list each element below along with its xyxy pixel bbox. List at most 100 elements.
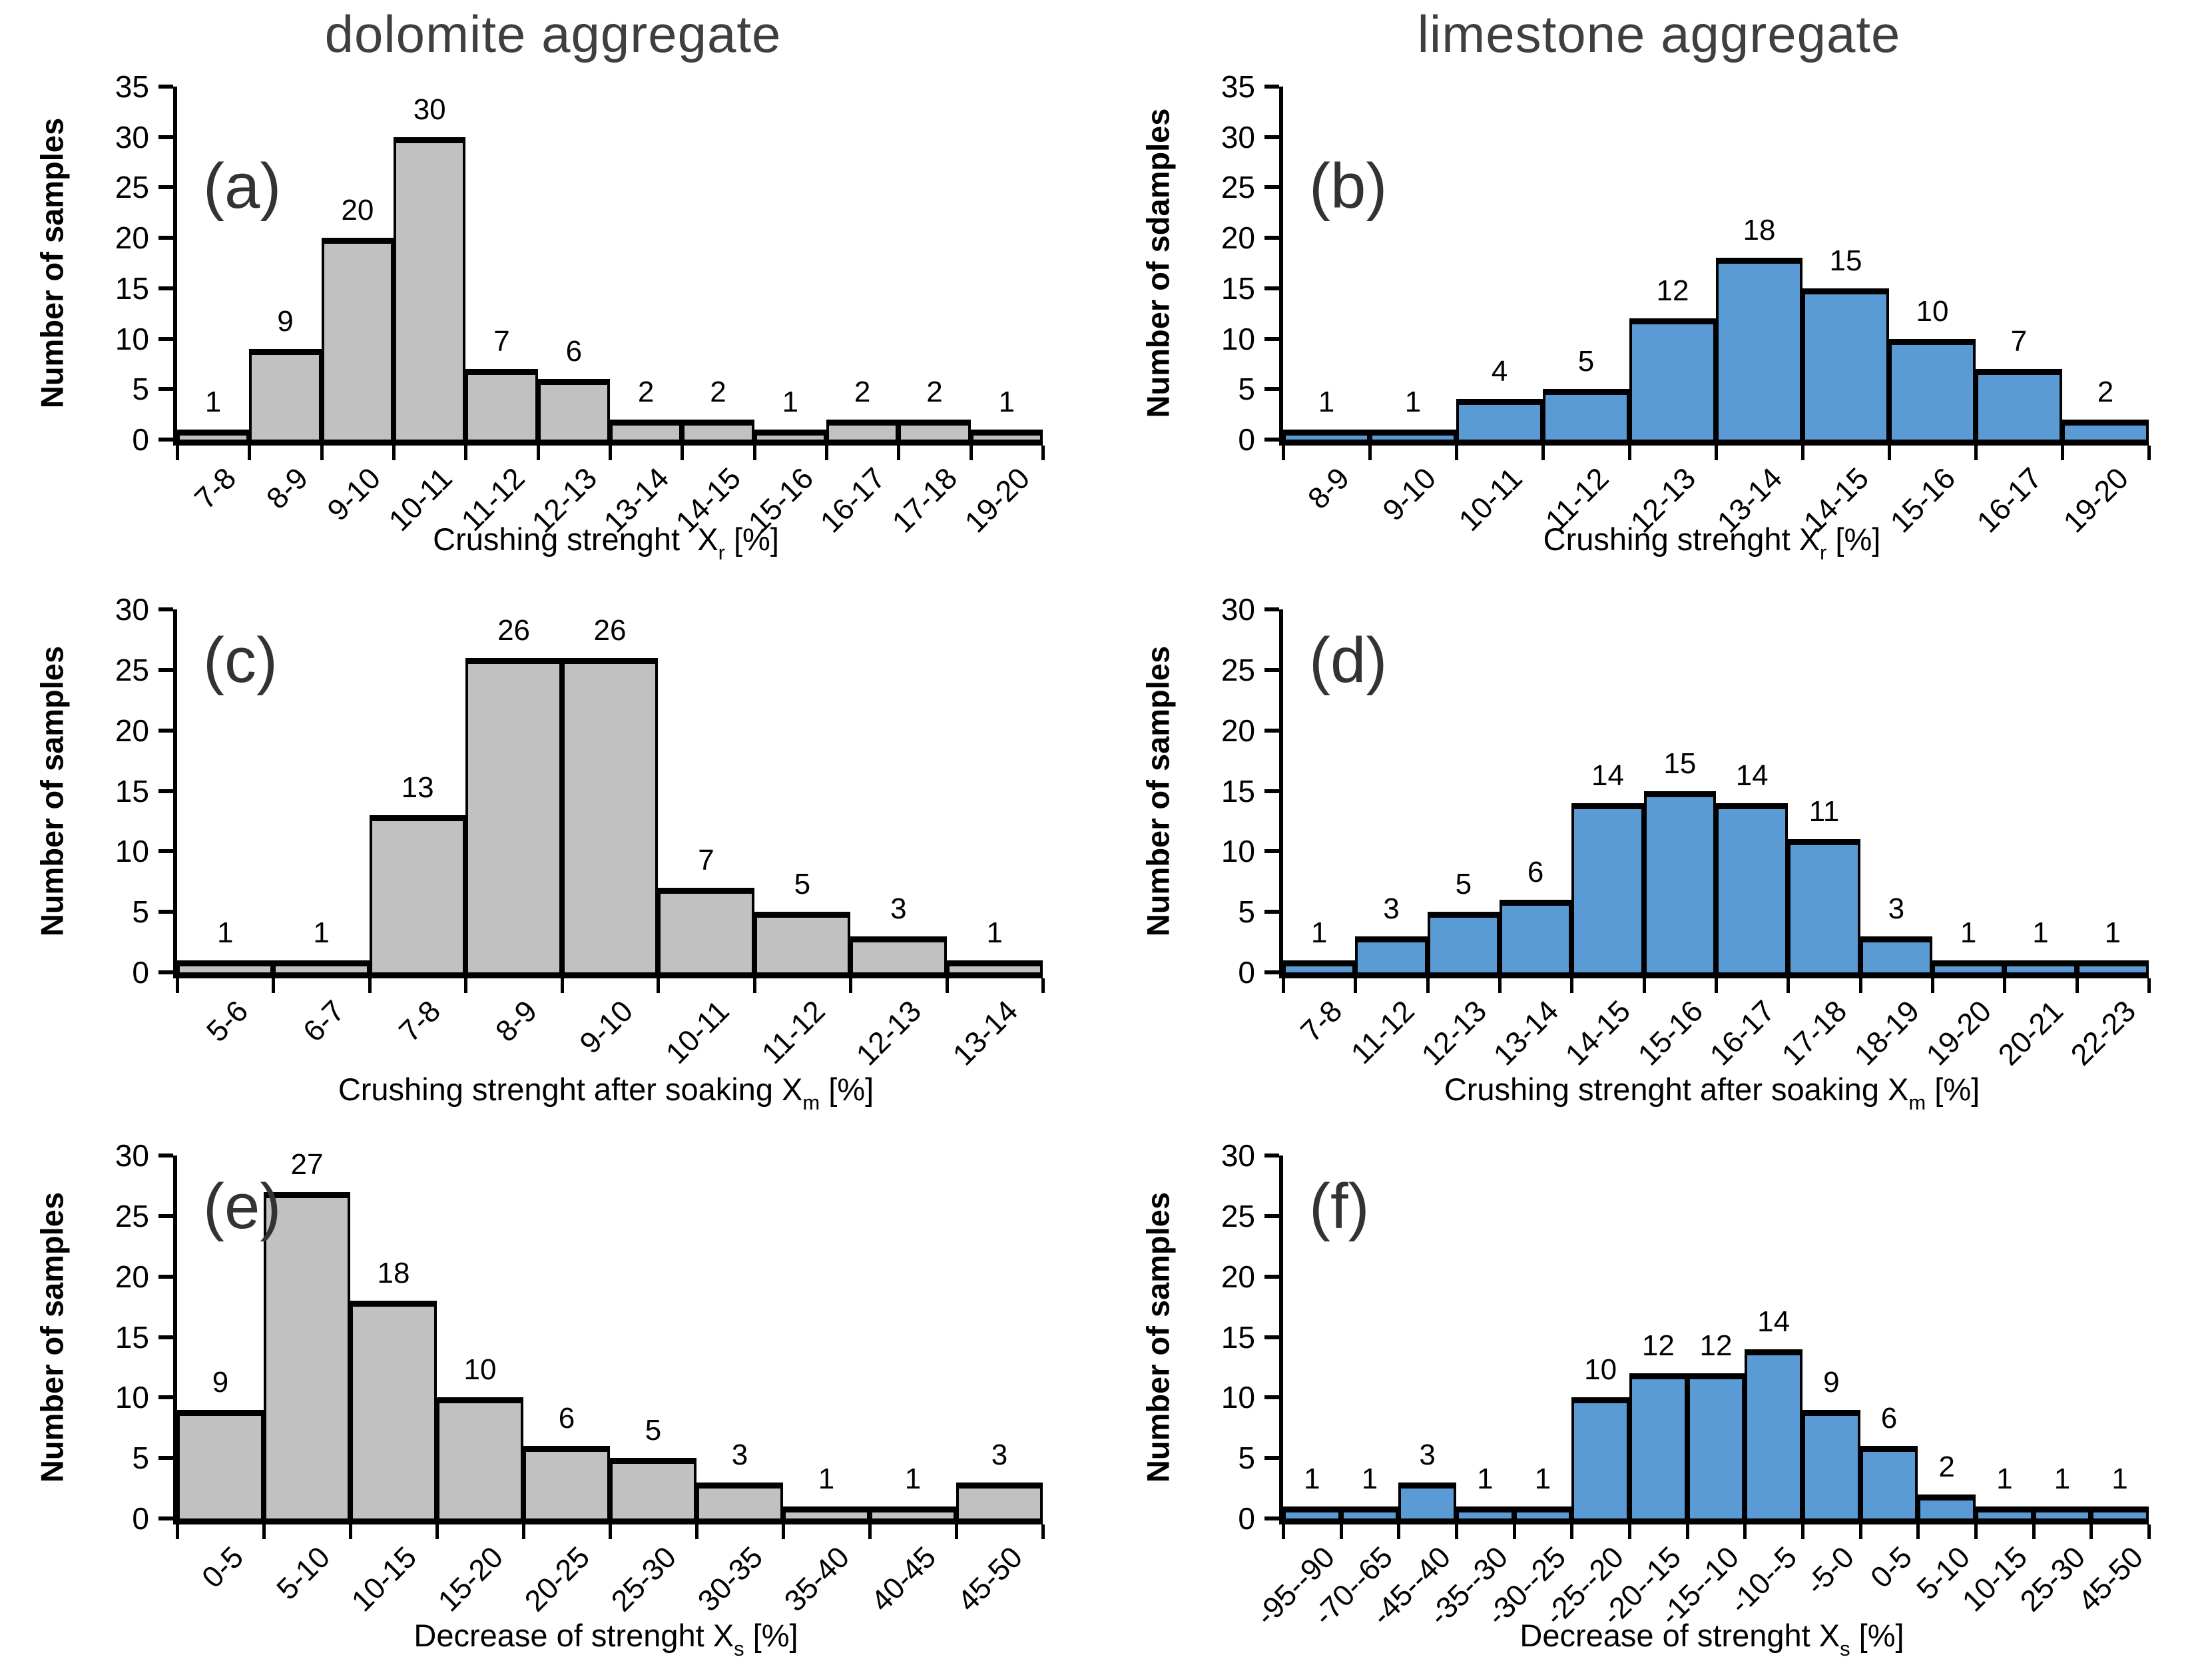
y-tick-mark [1264,1395,1279,1400]
x-axis-title-subscript: r [718,541,725,564]
x-axis-title-subscript: r [1820,541,1827,564]
bar-value-label: 15 [1829,244,1862,277]
bar [1427,912,1500,972]
bar [177,429,250,440]
x-tick-label: 10-15 [344,1540,423,1618]
x-tick-label: 45-50 [2071,1540,2149,1618]
x-tick-mark [1628,1524,1631,1539]
x-tick-mark [1974,446,1978,460]
bar-value-label: 7 [2010,325,2028,358]
x-tick-mark [1888,446,1891,460]
x-tick-mark [560,978,564,993]
x-tick-label: 20-25 [517,1540,597,1618]
x-tick-mark [536,446,540,460]
panel-letter: (f) [1309,1171,1370,1242]
x-tick-label: 0-5 [1864,1540,1919,1595]
y-tick-label: 10 [115,834,149,869]
bar-value-label: 7 [493,325,510,358]
bar-value-label: 1 [986,916,1003,949]
bar [1932,960,2005,972]
x-tick-label: 10-11 [659,994,736,1071]
y-tick-label: 0 [1238,422,1255,457]
y-axis-title: Number of samples [34,645,70,936]
x-axis-title: Crushing strenght Xr [%] [173,521,1039,565]
bar-value-label: 1 [1477,1462,1494,1495]
y-tick-label: 5 [1238,1441,1255,1476]
bar [1456,399,1543,440]
bar-value-label: 12 [1641,1329,1675,1362]
bar-value-label: 27 [290,1148,324,1181]
x-axis-title-text: Decrease of strenght X [414,1618,734,1653]
x-tick-label: 30-35 [691,1540,770,1618]
y-tick-mark [1264,85,1279,89]
bar [394,137,466,440]
x-tick-mark [1455,446,1458,460]
bar-value-label: 1 [998,385,1015,418]
y-tick-label: 0 [1238,1501,1255,1536]
bar [946,960,1043,972]
y-tick-mark [1264,135,1279,139]
x-tick-label: 0-5 [195,1540,250,1595]
x-axis-title-subscript: s [1840,1637,1850,1660]
x-tick-mark [320,446,324,460]
bar-value-label: 1 [1960,916,1977,949]
bar [249,348,322,440]
y-tick-mark [158,336,173,341]
x-tick-label: 22-23 [2064,994,2142,1072]
y-tick-label: 10 [1221,834,1255,869]
y-tick-label: 0 [1238,955,1255,990]
y-tick-mark [1264,910,1279,914]
bar-value-label: 5 [1455,868,1472,901]
bar [1283,960,1356,972]
y-axis-title: Number of samples [34,117,70,409]
bar-value-label: 3 [1888,892,1905,925]
x-tick-label: -5-0 [1798,1540,1861,1602]
y-tick-label: 20 [1221,713,1255,748]
bar-value-label: 6 [558,1402,575,1435]
y-axis-title: Number of sdamples [1140,108,1176,418]
bar [177,1409,264,1518]
y-axis-title: Number of samples [34,1191,70,1483]
bar-value-label: 18 [1743,214,1776,247]
bar [1283,1506,1341,1518]
bar-value-label: 2 [1938,1450,1955,1483]
x-tick-mark [176,446,179,460]
y-tick-mark [158,1154,173,1158]
bar [1860,936,1932,972]
x-tick-label: 16-17 [1703,994,1782,1072]
y-tick-mark [158,438,173,442]
bar-value-label: 14 [1757,1305,1791,1338]
bar-value-label: 6 [1880,1402,1898,1435]
panel-b: limestone aggregate (b) Number of sdamples… [1106,0,2212,564]
y-axis-title: Number of samples [1140,645,1176,936]
bar-value-label: 4 [1491,355,1508,388]
bar-value-label: 2 [637,375,655,408]
y-tick-label: 25 [1221,1198,1255,1233]
bar [658,887,754,972]
y-tick-label: 30 [1221,1138,1255,1173]
plot-area: 0 5 10 15 20 25 30 1 3 5 6 14 15 14 11 3 1 1 1 [1221,594,2151,993]
bar [898,419,971,440]
y-tick-mark [158,667,173,672]
bar [1543,389,1629,440]
y-tick-label: 10 [115,321,149,356]
bar-value-label: 12 [1699,1329,1733,1362]
y-tick-mark [158,185,173,190]
x-tick-mark [272,978,276,993]
x-axis-title-text: Decrease of strenght X [1520,1618,1840,1653]
bar [1514,1506,1572,1518]
bar-value-label: 1 [216,916,234,949]
x-tick-label: 5-6 [200,994,255,1049]
bar [1860,1446,1918,1518]
x-tick-mark [176,1524,179,1539]
x-axis-title-units: [%] [724,521,779,557]
bar-value-label: 10 [1584,1353,1617,1387]
plot-area: 0 5 10 15 20 25 30 9 27 18 10 6 5 3 1 1 3 [115,1140,1045,1539]
bar [1398,1482,1456,1518]
bar [2076,960,2149,972]
x-tick-mark [1339,1524,1343,1539]
x-tick-mark [1787,978,1791,993]
bar-value-label: 10 [463,1353,497,1387]
bar-value-label: 2 [710,375,726,408]
x-tick-label: 19-20 [1919,994,1998,1072]
